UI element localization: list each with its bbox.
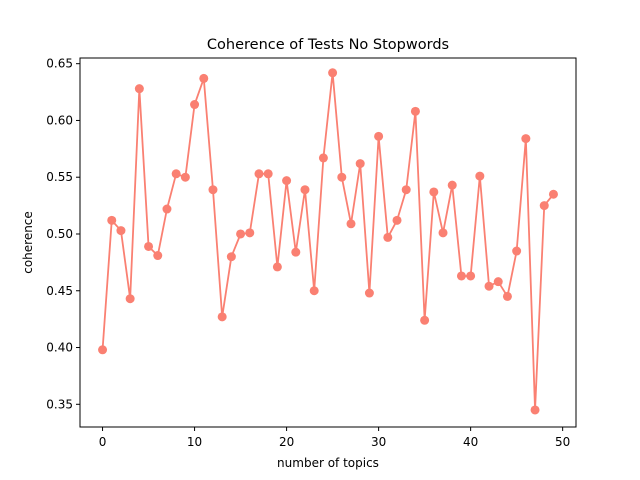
data-point bbox=[328, 68, 338, 78]
y-tick-label: 0.35 bbox=[46, 397, 73, 411]
data-point bbox=[502, 291, 512, 301]
chart-title: Coherence of Tests No Stopwords bbox=[207, 37, 449, 53]
data-point bbox=[484, 281, 494, 291]
data-point bbox=[162, 204, 172, 214]
data-point bbox=[226, 252, 236, 262]
axes-frame bbox=[79, 57, 577, 428]
data-point bbox=[493, 277, 503, 287]
data-point bbox=[346, 219, 356, 229]
data-point bbox=[291, 247, 301, 257]
data-point bbox=[217, 312, 227, 322]
x-tick-label: 40 bbox=[463, 435, 478, 449]
plot-area bbox=[98, 68, 558, 415]
data-point bbox=[383, 232, 393, 242]
data-point bbox=[199, 73, 209, 83]
data-point bbox=[401, 185, 411, 195]
data-point bbox=[355, 159, 365, 169]
data-point bbox=[272, 262, 282, 272]
x-axis-title: number of topics bbox=[277, 456, 379, 470]
data-point bbox=[475, 171, 485, 181]
data-point bbox=[208, 185, 218, 195]
data-point bbox=[309, 286, 319, 296]
data-point bbox=[98, 345, 108, 355]
x-tick-label: 10 bbox=[187, 435, 202, 449]
x-tick-label: 30 bbox=[371, 435, 386, 449]
data-point bbox=[263, 169, 273, 179]
data-point bbox=[410, 106, 420, 116]
x-tick-label: 50 bbox=[555, 435, 570, 449]
y-tick-label: 0.60 bbox=[46, 113, 73, 127]
data-point bbox=[125, 294, 135, 304]
data-point bbox=[539, 201, 549, 211]
data-point bbox=[171, 169, 181, 179]
data-point bbox=[180, 172, 190, 182]
data-point bbox=[254, 169, 264, 179]
data-point bbox=[144, 241, 154, 251]
data-point bbox=[153, 251, 163, 261]
data-point bbox=[282, 176, 292, 186]
data-point bbox=[236, 229, 246, 239]
y-tick-label: 0.65 bbox=[46, 57, 73, 71]
data-point bbox=[245, 228, 255, 238]
y-axis-title: coherence bbox=[21, 211, 35, 274]
data-point bbox=[521, 134, 531, 144]
y-tick-label: 0.40 bbox=[46, 341, 73, 355]
data-point bbox=[116, 226, 126, 236]
data-point bbox=[337, 172, 347, 182]
x-tick-label: 20 bbox=[279, 435, 294, 449]
data-point bbox=[530, 405, 540, 415]
data-point bbox=[429, 187, 439, 197]
y-tick-label: 0.45 bbox=[46, 284, 73, 298]
data-point bbox=[420, 315, 430, 325]
data-point bbox=[107, 215, 117, 225]
x-axis: 0 10 20 30 40 50 bbox=[99, 427, 570, 449]
data-point bbox=[318, 153, 328, 163]
data-point bbox=[392, 215, 402, 225]
data-point bbox=[134, 84, 144, 94]
y-tick-label: 0.50 bbox=[46, 227, 73, 241]
data-point bbox=[438, 228, 448, 238]
data-point bbox=[374, 131, 384, 141]
data-point bbox=[447, 180, 457, 190]
data-point bbox=[548, 189, 558, 199]
data-point bbox=[190, 100, 200, 110]
data-point bbox=[364, 288, 374, 298]
x-tick-label: 0 bbox=[99, 435, 107, 449]
data-point bbox=[456, 271, 466, 281]
data-point bbox=[512, 246, 522, 256]
data-point bbox=[466, 271, 476, 281]
data-point bbox=[300, 185, 310, 195]
y-tick-label: 0.55 bbox=[46, 170, 73, 184]
y-axis: 0.35 0.40 0.45 0.50 0.55 0.60 0.65 bbox=[46, 57, 80, 411]
